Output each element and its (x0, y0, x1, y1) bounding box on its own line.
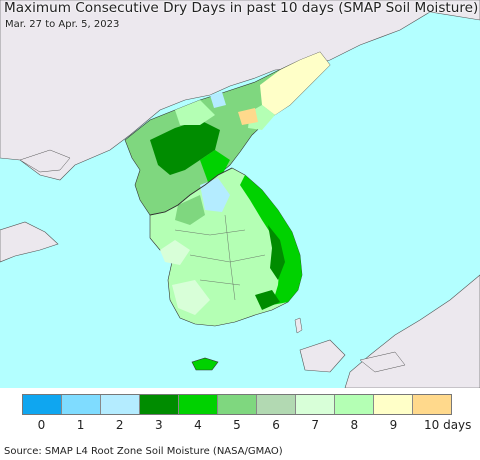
nk-dark-band (150, 120, 220, 175)
legend-cell-10 (413, 395, 451, 414)
sk-central-blue (200, 178, 230, 212)
legend-unit-label: 10 days (424, 418, 472, 432)
legend-color-bar (22, 394, 452, 415)
legend-cell-0 (23, 395, 62, 414)
legend-label-0: 0 (37, 418, 46, 432)
nk-orange-spot (238, 108, 258, 125)
legend-cell-3 (140, 395, 179, 414)
legend-cell-1 (62, 395, 101, 414)
legend-label-4: 4 (194, 418, 202, 432)
dmz-line (149, 167, 233, 216)
source-credit: Source: SMAP L4 Root Zone Soil Moisture … (4, 446, 283, 457)
legend-label-8: 8 (350, 418, 359, 432)
legend-label-2: 2 (115, 418, 124, 432)
legend-labels: 0 1 2 3 4 5 6 7 8 9 (22, 418, 452, 434)
sk-west-pale (160, 240, 190, 265)
liaodong-coast (19, 149, 71, 173)
legend-cell-5 (218, 395, 257, 414)
japan-honshu (344, 274, 480, 388)
sk-central-green (175, 195, 205, 225)
legend-cell-6 (257, 395, 296, 414)
legend-cell-2 (101, 395, 140, 414)
sk-east-dark (268, 225, 285, 280)
sk-se-dark (255, 290, 280, 310)
nk-light-patch (175, 100, 215, 125)
legend-label-7: 7 (311, 418, 320, 432)
nk-northeast (260, 52, 330, 115)
japan-shikoku (359, 351, 406, 373)
sk-east-green (240, 175, 302, 305)
province-lines (174, 214, 266, 301)
legend-cell-4 (179, 395, 218, 414)
legend-label-5: 5 (233, 418, 241, 432)
china-mainland (0, 0, 480, 181)
legend-cell-7 (296, 395, 335, 414)
legend-cell-8 (335, 395, 374, 414)
legend-label-3: 3 (154, 418, 163, 432)
sk-sw-pale (172, 280, 210, 315)
shandong-peninsula (0, 221, 59, 263)
map-title: Maximum Consecutive Dry Days in past 10 … (4, 0, 479, 16)
legend-label-1: 1 (76, 418, 85, 432)
tsushima-island (294, 317, 303, 334)
jeju-island (191, 357, 219, 371)
legend-cell-9 (374, 395, 413, 414)
legend-label-9: 9 (389, 418, 398, 432)
legend-label-6: 6 (272, 418, 280, 432)
map-date-range: Mar. 27 to Apr. 5, 2023 (5, 19, 120, 30)
nk-blue-patch (210, 92, 226, 108)
map-canvas (0, 0, 480, 388)
japan-kyushu (299, 339, 346, 373)
map-area: Maximum Consecutive Dry Days in past 10 … (0, 0, 480, 388)
